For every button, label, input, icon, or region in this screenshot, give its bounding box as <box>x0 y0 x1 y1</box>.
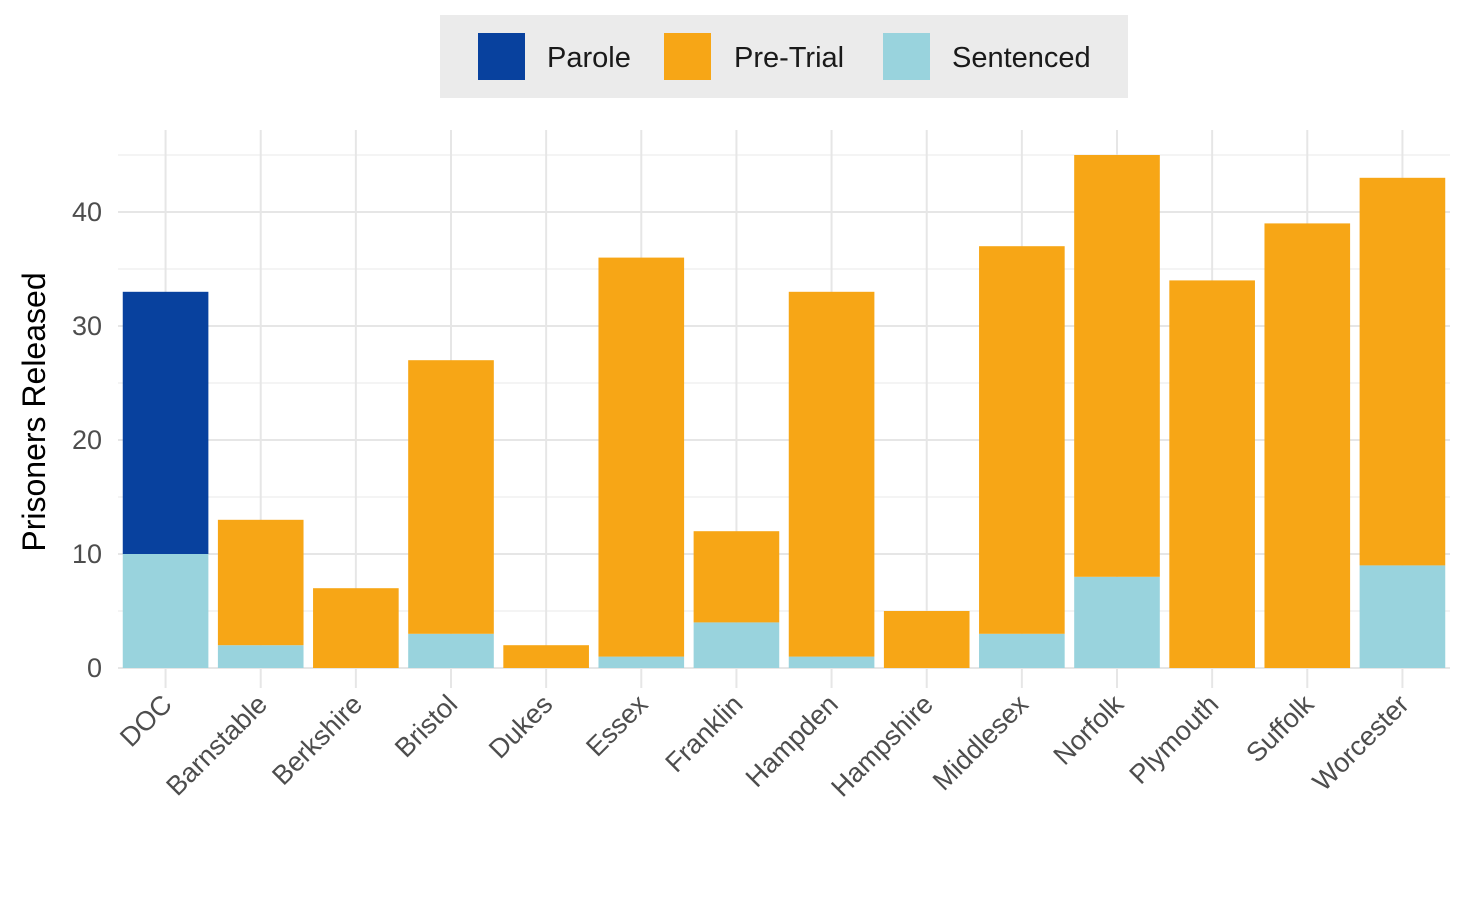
bar-sentenced-worcester <box>1359 565 1446 668</box>
legend-background <box>440 15 1128 98</box>
x-tick-label: Dukes <box>483 689 558 764</box>
x-tick-label: Norfolk <box>1048 689 1130 771</box>
bar-sentenced-barnstable <box>217 645 304 668</box>
x-tick-label: DOC <box>114 689 178 753</box>
x-tick-label: Essex <box>580 689 654 763</box>
y-tick-label: 20 <box>72 425 102 455</box>
bar-pre-trial-berkshire <box>313 588 399 668</box>
bar-pre-trial-franklin <box>693 531 780 623</box>
bar-parole-doc <box>122 291 209 554</box>
x-tick-label: Hampshire <box>825 689 939 803</box>
bar-pre-trial-suffolk <box>1264 223 1351 668</box>
bar-sentenced-hampden <box>788 656 875 668</box>
x-tick-label: Berkshire <box>266 689 368 791</box>
y-tick-label: 40 <box>72 197 102 227</box>
y-tick-label: 0 <box>87 653 102 683</box>
y-tick-label: 30 <box>72 311 102 341</box>
legend-label-parole: Parole <box>547 42 631 74</box>
bar-pre-trial-hampshire <box>883 611 970 668</box>
x-tick-label: Barnstable <box>160 689 272 801</box>
bar-pre-trial-middlesex <box>979 246 1065 634</box>
x-tick-label: Plymouth <box>1124 689 1225 790</box>
bar-sentenced-norfolk <box>1074 576 1160 668</box>
bar-pre-trial-dukes <box>503 645 589 668</box>
bar-sentenced-bristol <box>408 633 494 668</box>
bars <box>122 155 1446 668</box>
bar-pre-trial-bristol <box>408 360 494 634</box>
x-tick-label: Bristol <box>389 689 463 763</box>
legend-key-parole <box>478 33 525 80</box>
bar-pre-trial-norfolk <box>1074 155 1160 577</box>
y-tick-label: 10 <box>72 539 102 569</box>
bar-sentenced-doc <box>122 554 209 668</box>
x-tick-label: Middlesex <box>927 689 1035 797</box>
bar-pre-trial-essex <box>598 257 685 657</box>
bar-sentenced-essex <box>598 656 685 668</box>
bar-sentenced-franklin <box>693 622 780 668</box>
x-tick-label: Suffolk <box>1240 689 1320 769</box>
bar-pre-trial-hampden <box>788 291 875 657</box>
bar-pre-trial-barnstable <box>217 519 304 646</box>
legend: Parole Pre-Trial Sentenced <box>440 15 1128 98</box>
legend-key-pre-trial <box>664 33 711 80</box>
legend-key-sentenced <box>883 33 930 80</box>
legend-label-sentenced: Sentenced <box>952 42 1091 74</box>
y-axis-ticks: 0 10 20 30 40 <box>72 197 102 683</box>
bar-pre-trial-plymouth <box>1169 280 1255 668</box>
y-axis-title: Prisoners Released <box>16 272 52 551</box>
bar-pre-trial-worcester <box>1359 177 1446 566</box>
x-tick-label: Franklin <box>660 689 749 778</box>
legend-label-pre-trial: Pre-Trial <box>734 42 844 74</box>
x-tick-label: Worcester <box>1307 689 1415 797</box>
bar-sentenced-middlesex <box>979 633 1065 668</box>
